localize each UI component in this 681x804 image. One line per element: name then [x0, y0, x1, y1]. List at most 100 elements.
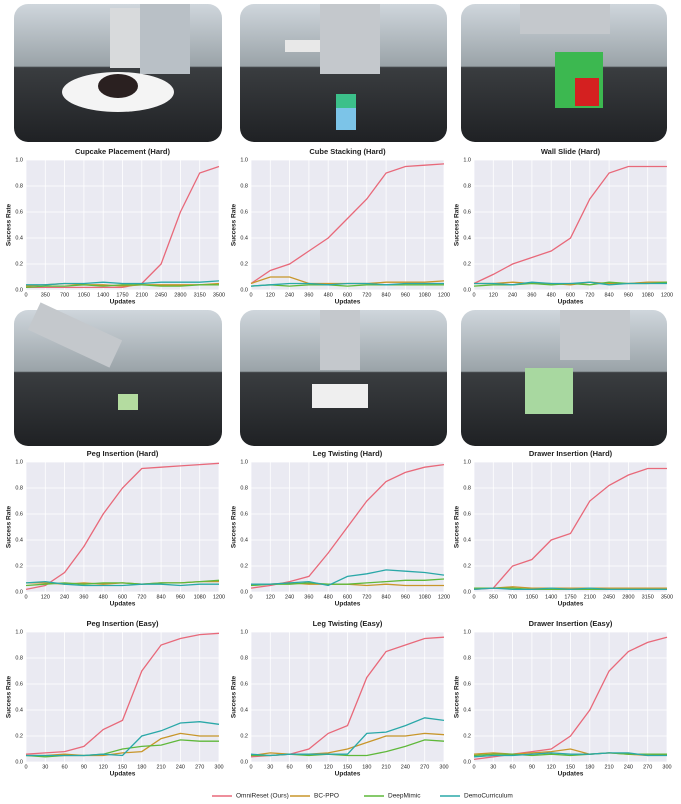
x-tick-label: 60 [287, 764, 293, 770]
y-tick-label: 0.6 [240, 511, 248, 517]
x-tick-label: 210 [157, 764, 166, 770]
legend-label: DemoCurriculum [464, 793, 513, 800]
x-tick-label: 150 [343, 764, 352, 770]
y-tick-label: 0.6 [15, 681, 23, 687]
scene-leg [240, 310, 447, 446]
x-tick-label: 1080 [642, 292, 654, 298]
x-axis-label: Updates [335, 771, 361, 778]
y-tick-label: 1.0 [463, 629, 471, 635]
y-tick-label: 0.0 [463, 287, 471, 293]
x-tick-label: 600 [566, 292, 575, 298]
x-tick-label: 240 [285, 292, 294, 298]
scene-cube [240, 4, 447, 142]
y-tick-label: 1.0 [240, 157, 248, 163]
x-tick-label: 30 [42, 764, 48, 770]
x-tick-label: 270 [195, 764, 204, 770]
x-tick-label: 960 [401, 594, 410, 600]
y-axis-label: Success Rate [454, 203, 461, 246]
y-tick-label: 0.8 [15, 655, 23, 661]
y-tick-label: 0.0 [240, 287, 248, 293]
x-tick-label: 90 [306, 764, 312, 770]
y-tick-label: 0.2 [240, 733, 248, 739]
x-tick-label: 360 [79, 594, 88, 600]
chart-title: Drawer Insertion (Hard) [529, 449, 613, 458]
x-tick-label: 60 [510, 764, 516, 770]
chart-title: Drawer Insertion (Easy) [529, 619, 613, 628]
x-tick-label: 700 [60, 292, 69, 298]
x-tick-label: 600 [343, 292, 352, 298]
y-tick-label: 0.6 [463, 209, 471, 215]
y-tick-label: 0.2 [15, 733, 23, 739]
x-tick-label: 1750 [116, 292, 128, 298]
x-tick-label: 2100 [584, 594, 596, 600]
scene-cupcake [14, 4, 222, 142]
x-tick-label: 360 [304, 594, 313, 600]
y-tick-label: 0.8 [240, 655, 248, 661]
x-tick-label: 2100 [136, 292, 148, 298]
x-tick-label: 0 [249, 764, 252, 770]
x-tick-label: 720 [362, 292, 371, 298]
y-axis-label: Success Rate [231, 203, 238, 246]
y-tick-label: 0.4 [463, 537, 471, 543]
y-tick-label: 0.4 [240, 707, 248, 713]
x-tick-label: 120 [266, 292, 275, 298]
chart-title: Leg Twisting (Easy) [313, 619, 383, 628]
x-tick-label: 600 [343, 594, 352, 600]
y-tick-label: 1.0 [240, 629, 248, 635]
y-tick-label: 0.2 [15, 261, 23, 267]
y-axis-label: Success Rate [6, 505, 13, 548]
x-tick-label: 270 [420, 764, 429, 770]
x-tick-label: 60 [62, 764, 68, 770]
x-tick-label: 720 [137, 594, 146, 600]
chart-panel: Cupcake Placement (Hard)0.00.20.40.60.81… [6, 147, 225, 306]
x-tick-label: 0 [24, 292, 27, 298]
y-tick-label: 0.4 [15, 537, 23, 543]
scene-peg [14, 302, 222, 446]
x-tick-label: 240 [176, 764, 185, 770]
x-tick-label: 180 [362, 764, 371, 770]
x-tick-label: 840 [382, 292, 391, 298]
x-tick-label: 1200 [438, 292, 450, 298]
x-tick-label: 2800 [622, 594, 634, 600]
x-axis-label: Updates [335, 299, 361, 306]
x-tick-label: 120 [489, 292, 498, 298]
y-tick-label: 0.2 [463, 733, 471, 739]
x-tick-label: 240 [401, 764, 410, 770]
y-tick-label: 0.6 [15, 209, 23, 215]
x-tick-label: 240 [624, 764, 633, 770]
x-axis-label: Updates [558, 601, 584, 608]
y-tick-label: 1.0 [15, 157, 23, 163]
y-tick-label: 0.6 [240, 681, 248, 687]
y-tick-label: 0.0 [463, 759, 471, 765]
y-tick-label: 0.0 [15, 287, 23, 293]
x-tick-label: 480 [324, 594, 333, 600]
x-axis-label: Updates [110, 601, 136, 608]
y-tick-label: 0.6 [463, 681, 471, 687]
y-tick-label: 0.8 [240, 485, 248, 491]
x-tick-label: 960 [176, 594, 185, 600]
y-tick-label: 0.4 [240, 235, 248, 241]
x-tick-label: 210 [605, 764, 614, 770]
y-tick-label: 1.0 [463, 157, 471, 163]
chart-title: Peg Insertion (Easy) [86, 619, 159, 628]
chart-panel: Peg Insertion (Easy)0.00.20.40.60.81.003… [6, 619, 224, 778]
y-tick-label: 0.8 [15, 485, 23, 491]
x-tick-label: 1400 [97, 292, 109, 298]
chart-title: Leg Twisting (Hard) [313, 449, 383, 458]
chart-title: Cube Stacking (Hard) [309, 147, 386, 156]
x-tick-label: 840 [605, 292, 614, 298]
x-tick-label: 350 [489, 594, 498, 600]
x-tick-label: 120 [324, 764, 333, 770]
x-axis-label: Updates [558, 299, 584, 306]
chart-panel: Drawer Insertion (Easy)0.00.20.40.60.81.… [454, 619, 672, 778]
y-tick-label: 0.4 [240, 537, 248, 543]
x-tick-label: 840 [382, 594, 391, 600]
x-tick-label: 3500 [213, 292, 225, 298]
y-tick-label: 0.2 [240, 261, 248, 267]
charts: Cupcake Placement (Hard)0.00.20.40.60.81… [6, 147, 673, 778]
x-axis-label: Updates [558, 771, 584, 778]
x-tick-label: 120 [99, 764, 108, 770]
x-tick-label: 960 [401, 292, 410, 298]
scene-drawer [461, 310, 667, 446]
